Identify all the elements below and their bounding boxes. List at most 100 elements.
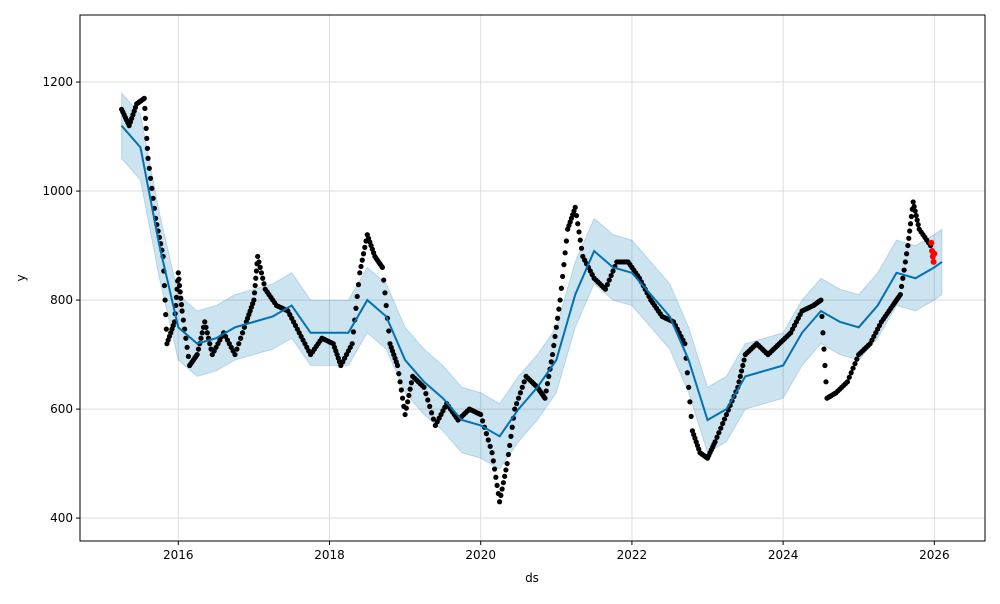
observed-point (897, 292, 903, 298)
observed-point (161, 282, 168, 289)
observed-point (430, 416, 437, 422)
observed-point (203, 324, 209, 330)
observed-point (252, 282, 258, 289)
observed-point (818, 297, 824, 303)
y-tick-label: 1000 (42, 184, 73, 198)
observed-point (493, 474, 499, 480)
observed-point (178, 302, 185, 308)
forecast-line (120, 124, 943, 438)
observed-point (718, 425, 724, 431)
observed-point (543, 388, 549, 394)
observed-point (251, 290, 258, 296)
observed-point (846, 374, 852, 380)
observed-point (406, 392, 412, 399)
observed-point (502, 473, 508, 479)
observed-point (575, 221, 581, 227)
observed-point (548, 359, 554, 365)
highlight-points (928, 239, 938, 265)
observed-point (425, 397, 431, 403)
observed-point (737, 373, 743, 379)
observed-point (604, 282, 610, 288)
observed-point (499, 486, 505, 492)
observed-point (558, 285, 564, 291)
observed-point (503, 467, 509, 473)
observed-point (487, 443, 493, 449)
observed-point (147, 175, 154, 181)
x-tick-label: 2020 (465, 548, 496, 562)
uncertainty-band (121, 91, 943, 470)
observed-point (572, 204, 578, 211)
observed-point (515, 395, 522, 401)
observed-point (407, 386, 413, 392)
observed-point (823, 379, 829, 385)
observed-point (500, 480, 506, 486)
observed-point (517, 390, 524, 396)
y-tick-label: 600 (50, 402, 73, 416)
observed-point (491, 466, 498, 472)
observed-point (178, 295, 184, 301)
observed-point (738, 368, 745, 374)
observed-point (900, 275, 906, 281)
observed-point (911, 203, 917, 210)
observed-point (261, 281, 267, 287)
observed-point (576, 229, 582, 235)
observed-point (913, 212, 919, 219)
observed-point (183, 335, 189, 341)
observed-point (386, 328, 392, 334)
observed-point (258, 270, 265, 276)
observed-point (199, 330, 205, 336)
observed-point (573, 212, 580, 219)
observed-point (915, 222, 921, 228)
observed-point (149, 185, 155, 191)
observed-point (357, 270, 363, 276)
observed-point (142, 115, 149, 121)
observed-point (820, 330, 826, 336)
observed-point (194, 351, 200, 358)
observed-point (204, 330, 210, 336)
observed-point (740, 362, 746, 369)
observed-point (905, 242, 911, 249)
observed-point (175, 270, 181, 276)
observed-point (234, 346, 240, 352)
observed-point (602, 286, 609, 292)
observed-point (907, 228, 913, 234)
observed-point (253, 268, 260, 274)
observed-point (898, 283, 905, 290)
observed-point (519, 384, 525, 390)
observed-point (498, 492, 504, 498)
observed-point (176, 282, 183, 289)
observed-point (844, 379, 850, 385)
observed-point (163, 312, 169, 318)
observed-point (260, 275, 266, 281)
observed-point (908, 213, 915, 220)
observed-point (684, 370, 690, 376)
observed-point (195, 346, 202, 352)
gridlines (80, 15, 985, 541)
observed-point (150, 195, 156, 201)
observed-point (687, 399, 693, 405)
observed-point (428, 410, 435, 416)
y-tick-label: 400 (50, 511, 73, 525)
observed-point (562, 250, 568, 256)
observed-point (608, 272, 614, 279)
observed-point (405, 399, 411, 405)
observed-point (403, 405, 409, 411)
observed-point (549, 351, 556, 358)
observed-point (382, 290, 388, 296)
observed-point (163, 326, 169, 332)
observed-point (173, 294, 179, 300)
observed-point (509, 424, 515, 430)
observed-point (350, 329, 357, 335)
observed-point (478, 411, 484, 418)
observed-point (712, 439, 718, 445)
observed-point (399, 395, 406, 401)
observed-point (179, 308, 185, 314)
observed-point (141, 95, 147, 101)
observed-point (721, 416, 728, 422)
observed-point (198, 335, 204, 341)
observed-point (723, 411, 730, 418)
observed-point (901, 267, 907, 273)
observed-point (383, 302, 389, 309)
